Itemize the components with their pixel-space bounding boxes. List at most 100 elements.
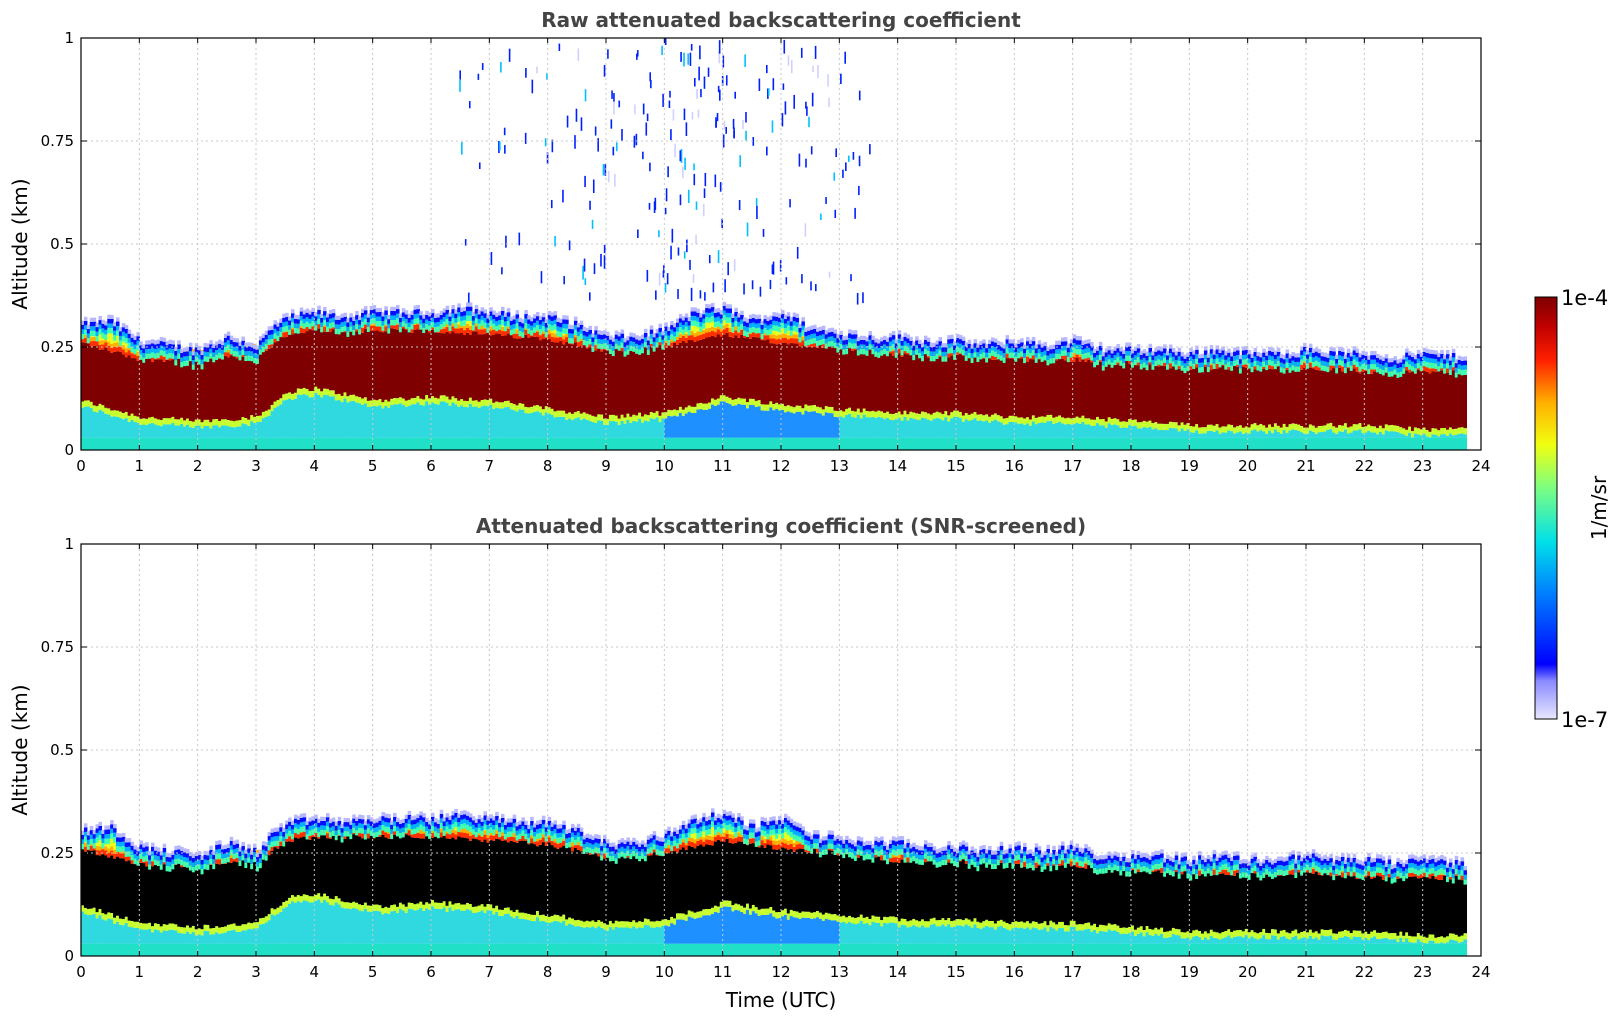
heatmap-cell <box>101 349 105 406</box>
heatmap-cell <box>1332 347 1336 352</box>
heatmap-cell <box>375 312 380 317</box>
heatmap-cell <box>629 332 633 337</box>
heatmap-cell <box>976 414 980 421</box>
heatmap-cell <box>92 336 97 341</box>
heatmap-cell <box>270 345 275 405</box>
noise-speck <box>671 228 674 243</box>
heatmap-cell <box>571 329 575 334</box>
heatmap-cell <box>883 351 887 413</box>
heatmap-cell <box>1317 365 1322 371</box>
heatmap-cell <box>381 316 385 322</box>
heatmap-cell <box>559 318 563 323</box>
heatmap-cell <box>664 347 668 413</box>
heatmap-cell <box>83 342 88 401</box>
heatmap-cell <box>900 437 905 450</box>
noise-speck <box>588 292 591 301</box>
heatmap-cell <box>888 353 893 414</box>
heatmap-cell <box>1131 353 1135 358</box>
heatmap-cell <box>1084 353 1088 359</box>
heatmap-cell <box>1431 371 1435 429</box>
heatmap-cell <box>1268 350 1272 356</box>
heatmap-cell <box>375 321 380 327</box>
heatmap-cell <box>568 337 572 344</box>
heatmap-cell <box>1151 429 1155 438</box>
heatmap-cell <box>716 404 721 438</box>
heatmap-cell <box>311 321 315 327</box>
heatmap-cell <box>1448 369 1453 376</box>
heatmap-cell <box>460 332 464 400</box>
heatmap-cell <box>343 312 348 317</box>
heatmap-cell <box>293 437 298 450</box>
heatmap-cell <box>223 333 228 338</box>
heatmap-cell <box>495 316 499 322</box>
heatmap-cell <box>1230 431 1234 438</box>
heatmap-cell <box>886 354 890 412</box>
heatmap-cell <box>1384 354 1389 359</box>
heatmap-cell <box>1189 364 1193 370</box>
heatmap-cell <box>667 331 671 336</box>
heatmap-cell <box>302 387 307 395</box>
heatmap-cell <box>1020 358 1024 418</box>
heatmap-cell <box>1005 353 1010 359</box>
heatmap-cell <box>1428 349 1433 354</box>
heatmap-cell <box>1346 352 1351 358</box>
heatmap-cell <box>1139 428 1144 438</box>
heatmap-cell <box>1259 353 1263 358</box>
heatmap-cell <box>188 355 193 362</box>
heatmap-cell <box>471 406 476 438</box>
heatmap-cell <box>1393 370 1398 426</box>
heatmap-cell <box>1142 349 1147 354</box>
heatmap-cell <box>912 341 916 346</box>
heatmap-cell <box>1343 429 1348 438</box>
heatmap-cell <box>1061 337 1065 342</box>
heatmap-cell <box>807 346 811 406</box>
heatmap-cell <box>1346 427 1351 434</box>
heatmap-cell <box>1002 418 1007 425</box>
noise-speck <box>600 253 602 267</box>
heatmap-cell <box>241 423 245 438</box>
heatmap-cell <box>886 437 890 450</box>
heatmap-cell <box>1247 365 1252 428</box>
heatmap-cell <box>1145 427 1150 438</box>
heatmap-cell <box>996 421 1001 438</box>
noise-speck <box>602 164 605 176</box>
heatmap-cell <box>909 340 913 346</box>
heatmap-cell <box>568 324 572 329</box>
heatmap-cell <box>600 420 604 438</box>
heatmap-cell <box>766 410 770 438</box>
heatmap-cell <box>859 352 864 413</box>
heatmap-cell <box>235 342 240 347</box>
heatmap-cell <box>708 408 712 438</box>
heatmap-cell <box>1005 343 1010 349</box>
heatmap-cell <box>1428 358 1433 363</box>
heatmap-cell <box>151 339 155 344</box>
heatmap-cell <box>302 314 307 319</box>
noise-speck <box>658 230 660 238</box>
heatmap-cell <box>1303 437 1307 450</box>
heatmap-cell <box>81 324 85 330</box>
heatmap-cell <box>553 342 558 412</box>
heatmap-cell <box>573 437 578 450</box>
heatmap-cell <box>404 406 409 438</box>
heatmap-cell <box>194 425 199 438</box>
heatmap-cell <box>641 347 645 354</box>
heatmap-cell <box>804 437 808 450</box>
heatmap-cell <box>658 323 663 328</box>
heatmap-cell <box>1020 346 1024 352</box>
heatmap-cell <box>1171 364 1176 423</box>
heatmap-cell <box>1291 366 1295 424</box>
heatmap-cell <box>932 412 937 419</box>
heatmap-cell <box>792 325 797 332</box>
heatmap-cell <box>343 316 348 322</box>
noise-speck <box>679 150 682 162</box>
heatmap-cell <box>183 437 187 450</box>
heatmap-cell <box>1233 427 1237 434</box>
heatmap-cell <box>912 345 916 351</box>
heatmap-cell <box>725 437 730 450</box>
heatmap-cell <box>396 309 400 314</box>
heatmap-cell <box>1314 369 1319 428</box>
heatmap-cell <box>638 349 642 355</box>
heatmap-cell <box>1416 428 1421 435</box>
heatmap-cell <box>1355 367 1360 372</box>
heatmap-cell <box>223 342 228 347</box>
